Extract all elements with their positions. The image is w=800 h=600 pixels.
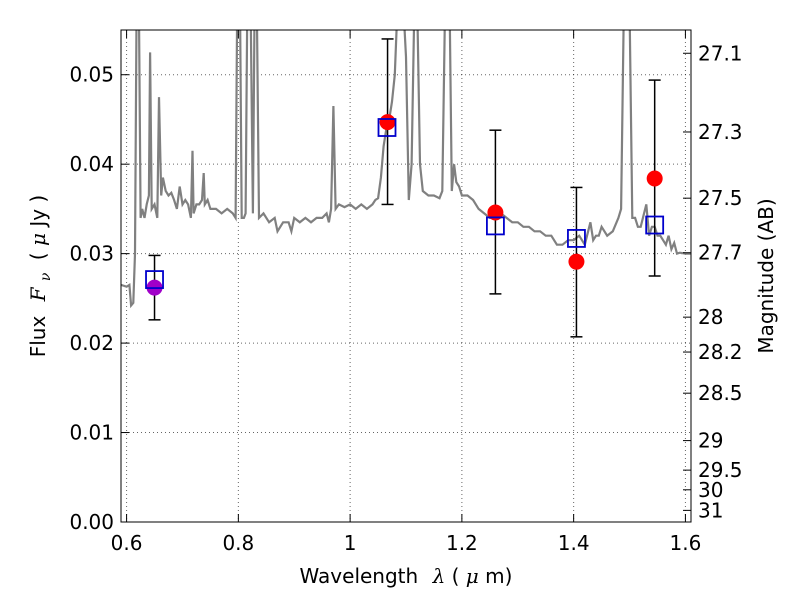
spectrum-layer <box>121 30 691 309</box>
y-tick-label: 0.00 <box>69 510 114 534</box>
right-axis-title: Magnitude (AB) <box>754 198 778 353</box>
x-tick-label: 0.8 <box>222 531 254 555</box>
observed-point <box>646 170 663 187</box>
x-axis-title: Wavelength λ ( μ m) <box>300 564 513 588</box>
model-photometry-point <box>377 118 397 137</box>
y-axis-title-text: Flux <box>26 316 50 358</box>
x-tick-label: 1.4 <box>558 531 590 555</box>
observed-point <box>568 253 585 270</box>
model-photometry-point <box>567 229 586 248</box>
right-tick-label: 27.7 <box>698 241 743 265</box>
model-photometry-point <box>486 216 505 236</box>
right-tick-label: 27.5 <box>698 186 743 210</box>
model-photometry-point <box>645 215 665 235</box>
y-axis-title: Flux F ν ( μ Jy ) <box>26 195 55 358</box>
right-tick-label: 27.1 <box>698 41 743 65</box>
x-axis-unit-mu: μ <box>466 564 479 588</box>
y-tick-label: 0.01 <box>69 421 114 445</box>
observed-point <box>379 114 396 131</box>
right-tick-label: 30 <box>698 478 723 502</box>
right-tick-label: 28 <box>698 305 723 329</box>
right-tick-label: 27.3 <box>698 120 743 144</box>
x-axis-title-text: Wavelength <box>300 564 419 588</box>
y-tick-label: 0.04 <box>69 152 114 176</box>
x-axis-unit-rest: m) <box>485 564 512 588</box>
x-tick-label: 1.2 <box>446 531 478 555</box>
markers-layer <box>145 38 665 338</box>
right-tick-label: 31 <box>698 498 723 522</box>
x-tick-label: 1 <box>344 531 357 555</box>
right-tick-label: 29 <box>698 429 723 453</box>
x-tick-label: 1.6 <box>670 531 702 555</box>
y-axis-unit-open: ( <box>26 246 50 260</box>
x-tick-label: 0.6 <box>111 531 143 555</box>
y-axis-symbol: F <box>26 286 50 302</box>
right-tick-label: 28.5 <box>698 381 743 405</box>
y-tick-label: 0.05 <box>69 63 114 87</box>
spectrum-line <box>121 30 691 309</box>
right-tick-label: 29.5 <box>698 458 743 482</box>
plot-frame <box>120 29 692 523</box>
ticks-layer: 0.6 0.8 1 1.2 1.4 1.6 0.00 0.01 0.02 0.03 0.04 0.05… <box>69 30 743 555</box>
y-axis-symbol-sub: ν <box>38 272 54 281</box>
y-axis-unit-rest: Jy ) <box>26 195 50 229</box>
observed-point <box>487 204 504 221</box>
x-axis-unit-open: ( <box>452 564 460 588</box>
right-tick-label: 28.2 <box>698 340 743 364</box>
y-axis-unit-mu: μ <box>26 233 50 246</box>
y-tick-label: 0.02 <box>69 331 114 355</box>
x-axis-symbol: λ <box>432 564 446 588</box>
model-photometry-point <box>145 270 164 289</box>
y-tick-label: 0.03 <box>69 242 114 266</box>
